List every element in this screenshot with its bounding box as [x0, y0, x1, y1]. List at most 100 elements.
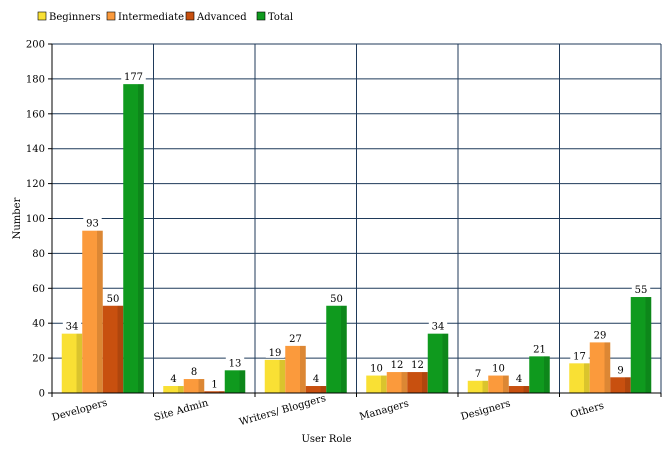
- bar-shade: [401, 372, 408, 393]
- data-label: 1: [211, 379, 217, 390]
- bar: [102, 305, 124, 393]
- data-label: 12: [411, 360, 424, 371]
- bar: [123, 84, 144, 393]
- data-label-bg: [512, 373, 526, 385]
- bar-shade: [381, 375, 387, 393]
- data-label-bg: [167, 373, 180, 385]
- data-label: 17: [573, 351, 586, 362]
- data-label: 10: [370, 364, 383, 375]
- bar: [407, 372, 428, 393]
- data-label: 4: [170, 374, 176, 385]
- data-label: 34: [432, 322, 445, 333]
- x-category-label: Designers: [460, 398, 512, 423]
- y-tick-label: 20: [32, 354, 45, 365]
- data-label-bg: [387, 359, 407, 371]
- x-category-label: Others: [569, 401, 605, 421]
- bar: [326, 305, 347, 393]
- data-label-bg: [408, 359, 427, 371]
- bar-shade: [442, 333, 449, 393]
- legend-swatch: [256, 11, 266, 21]
- y-tick-label: 140: [26, 144, 45, 155]
- data-label-bg: [286, 332, 305, 344]
- bar: [508, 386, 530, 393]
- bar: [529, 356, 550, 393]
- bar-shade: [645, 297, 652, 393]
- x-axis-title: User Role: [301, 434, 351, 445]
- bar: [610, 377, 631, 393]
- bar: [427, 333, 449, 393]
- bar-shade: [482, 380, 489, 393]
- data-label: 7: [475, 369, 481, 380]
- bar: [61, 333, 83, 393]
- bar: [224, 370, 246, 393]
- data-label: 4: [313, 374, 319, 385]
- bar-shade: [97, 230, 103, 393]
- data-label-bg: [489, 362, 508, 374]
- data-label-bg: [631, 284, 651, 296]
- data-label: 19: [269, 348, 282, 359]
- bar: [386, 372, 408, 393]
- data-label-bg: [83, 217, 102, 229]
- bar-shade: [178, 386, 184, 393]
- bar-shade: [76, 333, 83, 393]
- data-label: 10: [492, 364, 505, 375]
- data-label: 50: [330, 294, 343, 305]
- bar: [183, 379, 205, 393]
- legend-swatch: [106, 11, 116, 21]
- data-label: 177: [124, 72, 143, 83]
- data-label-bg: [590, 329, 610, 341]
- data-label-bg: [187, 366, 201, 378]
- data-label-bg: [225, 357, 245, 369]
- bar-shade: [625, 377, 631, 393]
- legend-label: Total: [268, 12, 293, 23]
- y-tick-label: 200: [26, 40, 45, 51]
- bar-shade: [503, 375, 509, 393]
- y-tick-label: 40: [32, 319, 45, 330]
- data-label: 34: [66, 322, 79, 333]
- data-label-bg: [428, 320, 448, 332]
- data-label: 8: [191, 367, 197, 378]
- legend-swatch: [37, 11, 47, 21]
- y-tick-label: 160: [26, 109, 45, 120]
- bar-shade: [198, 379, 205, 393]
- data-label-bg: [471, 367, 485, 379]
- data-label-bg: [367, 362, 386, 374]
- data-label: 21: [533, 344, 546, 355]
- data-label-bg: [570, 350, 589, 362]
- data-label: 13: [229, 358, 242, 369]
- bar: [630, 297, 652, 393]
- y-tick-label: 100: [26, 214, 45, 225]
- y-tick-label: 60: [32, 284, 45, 295]
- y-axis-title: Number: [12, 197, 23, 239]
- bar: [467, 380, 489, 393]
- data-label-bg: [265, 346, 285, 358]
- data-label: 93: [86, 219, 99, 230]
- y-tick-label: 120: [26, 179, 45, 190]
- y-tick-label: 80: [32, 249, 45, 260]
- bar: [82, 230, 103, 393]
- data-label: 9: [617, 365, 623, 376]
- data-label-bg: [208, 378, 221, 390]
- bar-shade: [300, 345, 306, 393]
- bar-shade: [341, 305, 347, 393]
- x-category-label: Developers: [51, 397, 109, 423]
- data-label-bg: [530, 343, 549, 355]
- data-label-bg: [103, 292, 123, 304]
- bar-shade: [604, 342, 611, 393]
- bar-shade: [320, 386, 327, 393]
- y-tick-label: 180: [26, 74, 45, 85]
- legend: Beginners Intermediate Advanced Total: [37, 11, 293, 23]
- legend-label: Beginners: [49, 12, 101, 23]
- data-label: 12: [391, 360, 404, 371]
- bar: [589, 342, 611, 393]
- bar: [285, 345, 306, 393]
- data-label: 27: [289, 334, 302, 345]
- data-label: 29: [594, 330, 607, 341]
- bar-shade: [279, 359, 286, 393]
- bar: [204, 391, 225, 393]
- y-tick-label: 0: [39, 389, 45, 400]
- data-label-bg: [614, 364, 627, 376]
- bar: [488, 375, 509, 393]
- bar: [264, 359, 286, 393]
- data-label: 55: [635, 285, 648, 296]
